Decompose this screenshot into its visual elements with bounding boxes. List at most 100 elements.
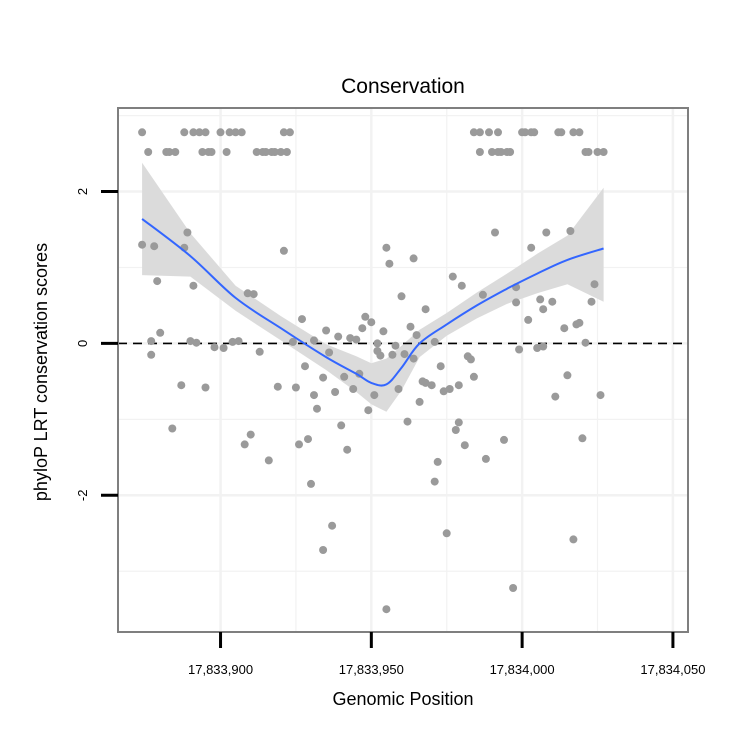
data-point <box>346 334 355 343</box>
data-point <box>189 281 198 290</box>
data-point <box>566 227 575 235</box>
data-point <box>391 341 400 350</box>
y-tick-label: 2 <box>75 188 90 195</box>
y-axis-title: phyloP LRT conservation scores <box>31 243 51 501</box>
data-point <box>527 243 536 252</box>
data-point <box>587 297 596 306</box>
data-point <box>533 344 542 352</box>
data-point <box>481 454 490 463</box>
data-point <box>430 337 439 346</box>
data-point <box>325 348 334 357</box>
data-point <box>373 339 382 348</box>
data-point <box>475 148 484 156</box>
x-tick-label: 17,833,950 <box>339 662 404 677</box>
panel-border <box>117 107 689 633</box>
data-point <box>165 148 174 156</box>
data-point <box>590 280 599 289</box>
data-point <box>210 343 219 352</box>
data-point <box>249 290 258 299</box>
confidence-band-area <box>142 162 604 412</box>
data-point <box>442 529 451 538</box>
data-point <box>156 328 165 337</box>
data-point <box>264 456 273 465</box>
data-point <box>240 440 249 449</box>
x-axis: 17,833,900 17,833,950 17,834,000 17,834,050 <box>188 632 705 677</box>
data-point <box>448 272 457 281</box>
data-point <box>494 128 502 137</box>
data-point <box>394 385 403 393</box>
data-point <box>319 546 328 554</box>
data-point <box>285 128 294 137</box>
data-point <box>192 338 201 347</box>
data-point <box>219 344 228 352</box>
data-point <box>409 254 418 263</box>
data-point <box>557 128 566 137</box>
data-point <box>364 406 373 415</box>
x-tick-label: 17,834,050 <box>640 662 705 677</box>
data-point <box>144 148 153 156</box>
data-point <box>279 128 288 137</box>
data-point <box>334 332 343 341</box>
data-point <box>261 148 270 156</box>
data-point <box>337 421 346 430</box>
data-point <box>599 148 608 156</box>
data-point <box>409 354 418 363</box>
data-point <box>228 337 237 346</box>
data-point <box>433 457 442 466</box>
data-point <box>288 337 297 346</box>
data-point <box>358 324 367 333</box>
data-point <box>581 338 590 347</box>
data-point <box>138 240 147 249</box>
y-tick-label: 0 <box>75 340 90 347</box>
data-point <box>234 337 243 346</box>
data-point <box>171 148 180 156</box>
data-point <box>279 246 288 255</box>
data-point <box>189 128 198 137</box>
data-point <box>551 392 560 401</box>
data-point <box>488 148 496 156</box>
data-point <box>515 345 524 354</box>
data-point <box>469 372 478 381</box>
y-axis: -2 0 2 <box>75 188 118 501</box>
data-point <box>138 128 147 137</box>
data-point <box>469 128 478 137</box>
data-point <box>349 385 358 393</box>
data-point <box>225 128 234 137</box>
data-point <box>222 148 231 156</box>
data-point <box>569 535 578 544</box>
data-point <box>439 387 448 396</box>
data-point <box>207 148 216 156</box>
data-point <box>319 373 328 382</box>
data-point <box>216 128 225 137</box>
data-point <box>150 242 159 251</box>
data-point <box>282 148 291 156</box>
data-point <box>578 434 587 443</box>
data-point <box>180 128 189 137</box>
data-point <box>475 128 484 137</box>
data-point <box>478 290 487 299</box>
confidence-band <box>142 162 604 412</box>
data-point <box>295 440 303 449</box>
data-point <box>485 128 493 137</box>
data-point <box>352 335 361 344</box>
data-point <box>307 479 315 488</box>
data-point <box>310 336 318 345</box>
data-point <box>313 404 321 413</box>
data-point <box>246 430 255 439</box>
data-point <box>521 128 530 137</box>
data-point <box>237 128 246 137</box>
data-point <box>147 350 156 359</box>
data-point <box>382 605 391 614</box>
data-point <box>201 128 210 137</box>
data-point <box>430 477 439 486</box>
data-point <box>367 318 376 327</box>
data-point <box>195 128 204 137</box>
data-point <box>388 350 397 359</box>
data-point <box>153 277 162 286</box>
data-point <box>421 305 430 314</box>
data-point <box>270 148 279 156</box>
smooth-curve <box>141 218 604 387</box>
data-point <box>385 259 394 268</box>
data-point <box>276 148 285 156</box>
data-point <box>304 435 312 444</box>
